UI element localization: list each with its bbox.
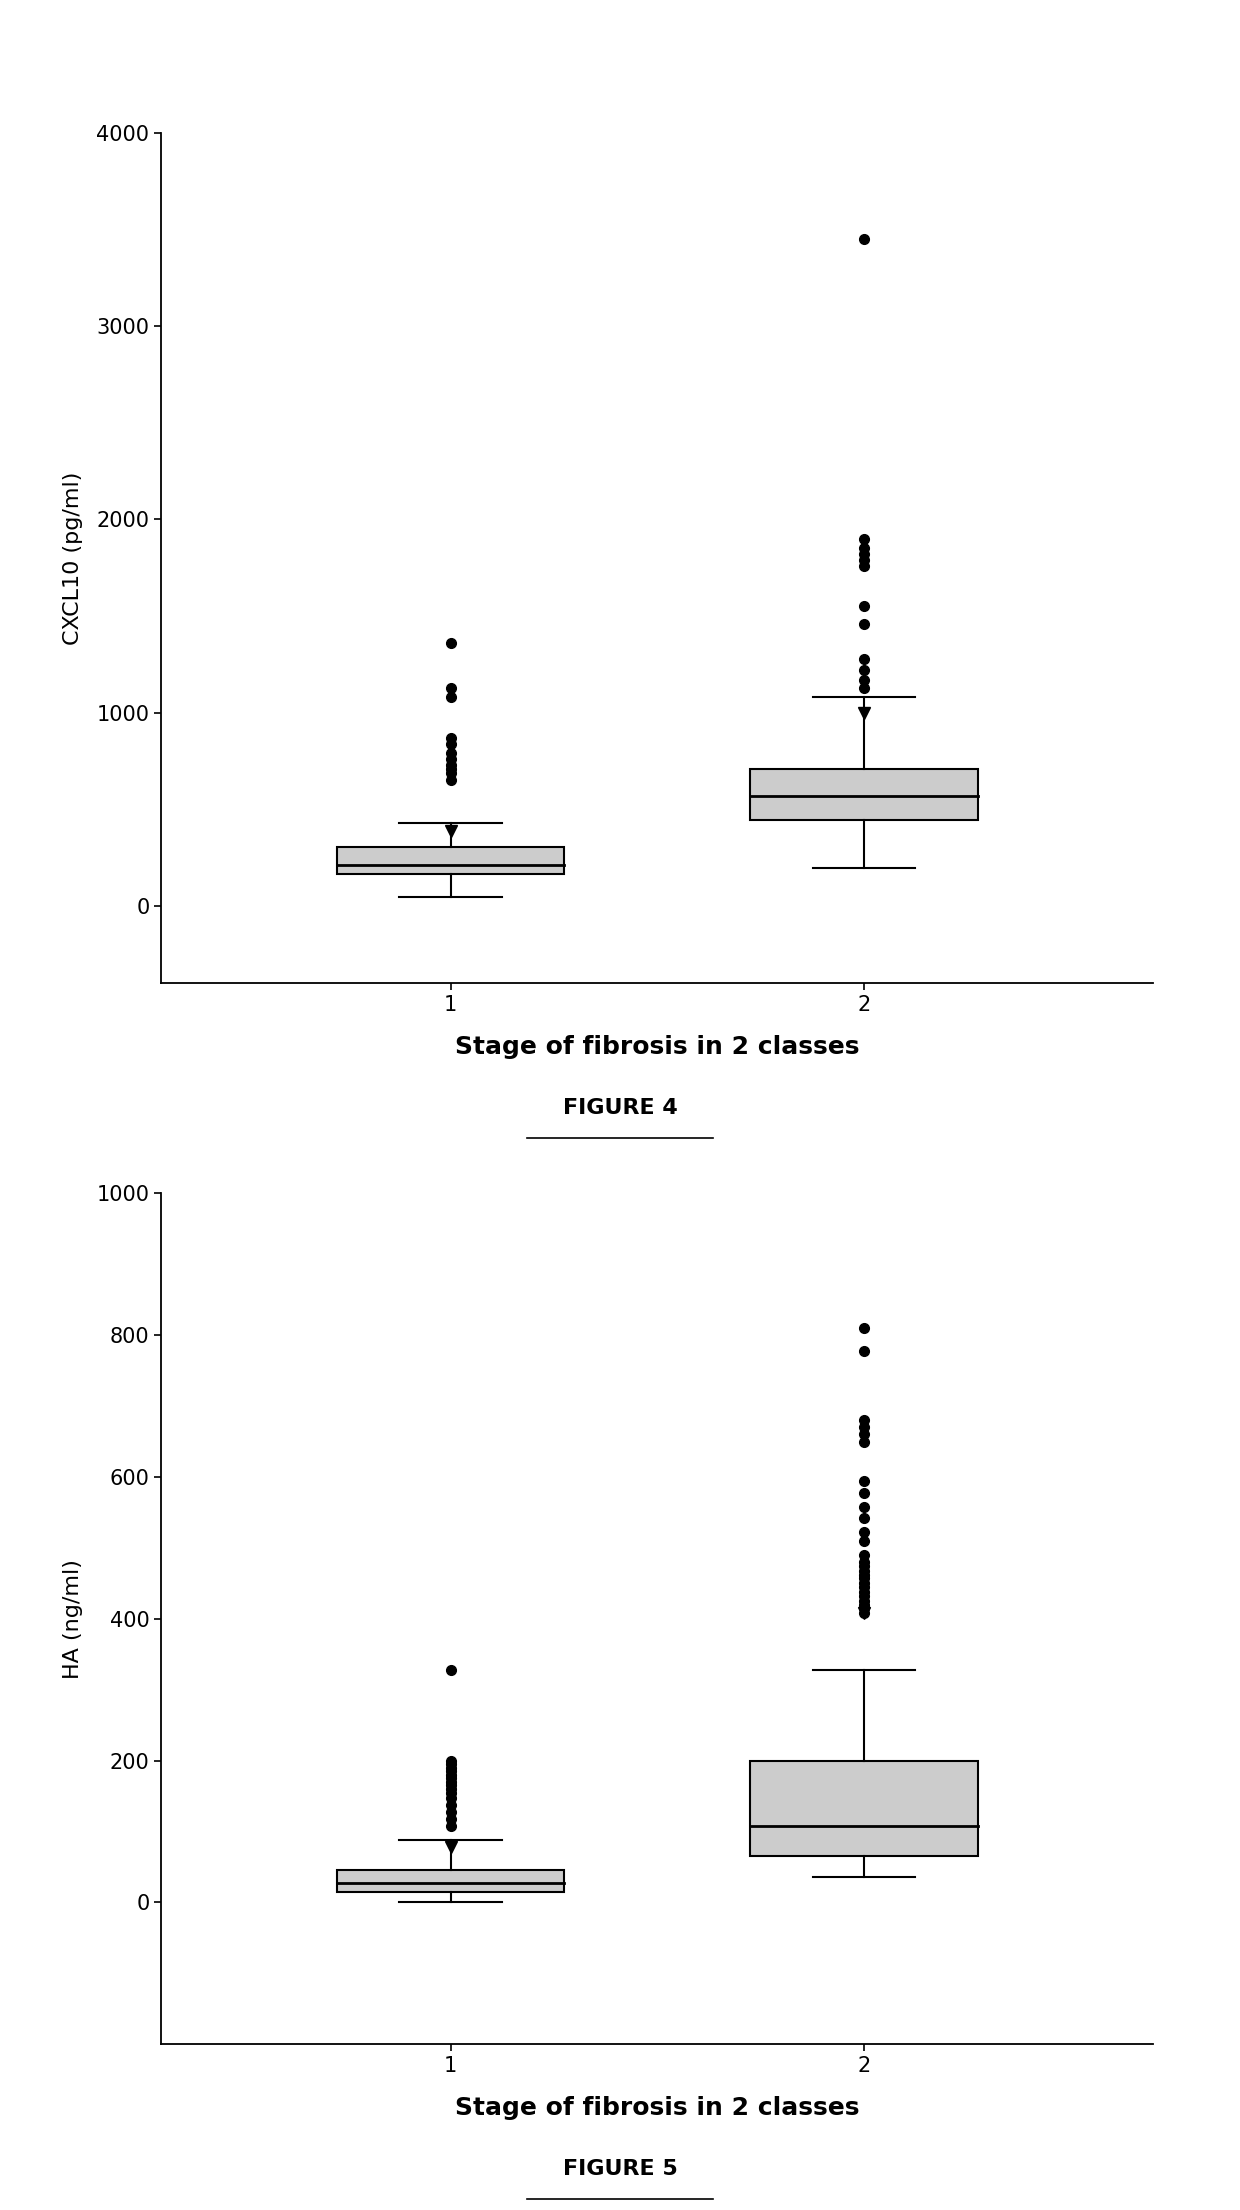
FancyBboxPatch shape <box>750 769 977 820</box>
X-axis label: Stage of fibrosis in 2 classes: Stage of fibrosis in 2 classes <box>455 2095 859 2119</box>
X-axis label: Stage of fibrosis in 2 classes: Stage of fibrosis in 2 classes <box>455 1034 859 1059</box>
FancyBboxPatch shape <box>750 1761 977 1856</box>
Y-axis label: HA (ng/ml): HA (ng/ml) <box>62 1558 83 1680</box>
Y-axis label: CXCL10 (pg/ml): CXCL10 (pg/ml) <box>62 471 83 645</box>
Text: FIGURE 4: FIGURE 4 <box>563 1098 677 1118</box>
FancyBboxPatch shape <box>337 1870 564 1892</box>
FancyBboxPatch shape <box>337 846 564 875</box>
Text: FIGURE 5: FIGURE 5 <box>563 2159 677 2179</box>
